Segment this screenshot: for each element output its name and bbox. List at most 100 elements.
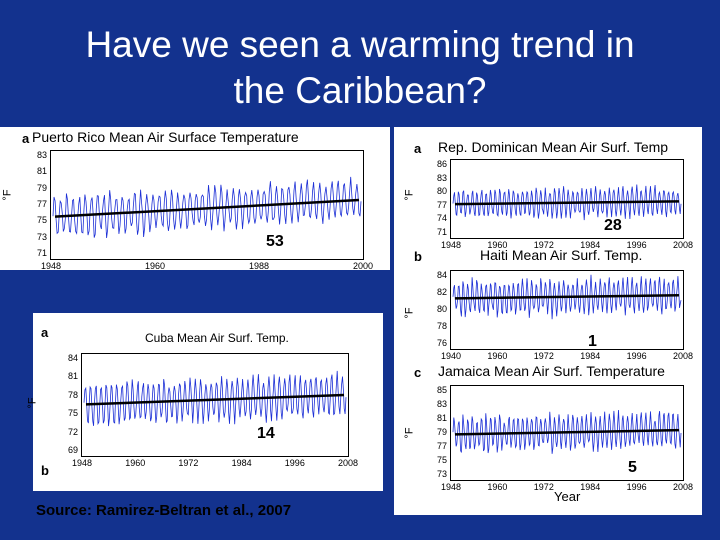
jam-x-tick: 2008 <box>673 482 694 492</box>
pr-chart-title: Puerto Rico Mean Air Surface Temperature <box>32 129 299 145</box>
haiti-panel-letter: b <box>414 249 422 264</box>
cuba-x-tick: 2008 <box>338 458 359 468</box>
jam-x-tick: 1984 <box>580 482 601 492</box>
pr-x-tick: 1988 <box>249 261 270 271</box>
pr-x-tick: 2000 <box>353 261 374 271</box>
haiti-x-tick: 1984 <box>580 351 601 361</box>
cuba-y-tick: 75 <box>67 408 78 419</box>
cuba-chart-title: Cuba Mean Air Surf. Temp. <box>145 331 289 345</box>
rd-temperature-series <box>452 184 682 221</box>
rd-panel-letter: a <box>414 141 422 156</box>
jam-svg <box>452 409 682 454</box>
source-citation: Source: Ramirez-Beltran et al., 2007 <box>36 502 292 519</box>
haiti-x-tick: 1960 <box>487 351 508 361</box>
cuba-y-tick: 81 <box>67 371 78 382</box>
rd-x-tick: 1996 <box>626 240 647 250</box>
cuba-y-tick: 84 <box>67 353 78 363</box>
cuba-panel: a b Cuba Mean Air Surf. Temp. °F 1948 196… <box>27 313 383 491</box>
haiti-plot: 1940 1960 1972 1984 1996 2008 84 82 80 78 76 <box>437 270 693 361</box>
pr-y-tick: 81 <box>36 166 47 177</box>
cuba-panel-letter-b: b <box>41 463 49 478</box>
rd-y-unit: °F <box>403 189 416 201</box>
jam-y-tick: 73 <box>436 469 447 479</box>
jam-trend-line <box>454 428 680 436</box>
rd-chart-title: Rep. Dominican Mean Air Surf. Temp <box>438 139 669 155</box>
cuba-x-tick: 1960 <box>125 458 146 468</box>
cuba-x-tick: 1984 <box>231 458 252 468</box>
rd-x-tick: 1948 <box>441 240 462 250</box>
jam-y-tick: 75 <box>436 455 447 465</box>
jam-x-axis-label: Year <box>554 489 581 504</box>
rd-svg <box>452 184 682 221</box>
rd-x-tick: 1972 <box>533 240 554 250</box>
rd-y-tick: 71 <box>436 227 447 237</box>
jam-x-tick: 1996 <box>626 482 647 492</box>
cuba-y-tick: 72 <box>67 426 78 437</box>
cuba-trend-line <box>85 393 345 406</box>
pr-x-tick: 1960 <box>145 261 166 271</box>
slide-title: Have we seen a warming trend in the Cari… <box>0 22 720 114</box>
slide-title-line-1: Have we seen a warming trend in <box>85 24 635 65</box>
jam-x-tick: 1948 <box>441 482 462 492</box>
rd-y-tick: 83 <box>436 172 447 183</box>
pr-plot: 1948 1960 1988 2000 83 81 79 77 75 73 71 <box>37 150 373 271</box>
haiti-x-tick: 1996 <box>626 351 647 361</box>
pr-y-tick: 73 <box>36 231 47 242</box>
haiti-chart-title: Haiti Mean Air Surf. Temp. <box>480 247 643 263</box>
haiti-x-tick: 1940 <box>441 351 462 361</box>
rd-y-tick: 77 <box>436 199 447 210</box>
rd-x-tick: 1960 <box>487 240 508 250</box>
cuba-panel-letter: a <box>41 325 49 340</box>
pr-x-tick: 1948 <box>41 261 62 271</box>
rd-y-tick: 80 <box>436 186 447 197</box>
pr-y-tick: 79 <box>36 182 47 193</box>
pr-y-tick: 77 <box>36 199 47 209</box>
pr-y-tick: 83 <box>36 150 47 160</box>
rd-x-tick: 2008 <box>673 240 694 250</box>
jam-x-tick: 1972 <box>533 482 554 492</box>
cuba-y-tick: 78 <box>67 389 78 400</box>
haiti-y-tick: 80 <box>436 304 447 314</box>
pr-y-tick: 75 <box>36 215 47 226</box>
cuba-y-tick: 69 <box>67 445 78 455</box>
pr-temperature-series <box>52 176 362 239</box>
cuba-x-tick: 1972 <box>178 458 199 468</box>
pr-y-tick: 71 <box>36 248 47 258</box>
haiti-y-tick: 78 <box>436 321 447 331</box>
jam-panel-letter: c <box>414 365 422 380</box>
haiti-y-tick: 84 <box>436 270 447 280</box>
pr-panel-letter: a <box>22 131 30 146</box>
rd-y-tick: 86 <box>436 159 447 169</box>
pr-station-count: 53 <box>266 233 284 250</box>
cuba-plot: 1948 1960 1972 1984 1996 2008 84 81 78 75 72 69 <box>68 353 358 468</box>
cuba-x-tick: 1996 <box>284 458 305 468</box>
cuba-svg <box>83 370 347 427</box>
jam-y-tick: 77 <box>436 441 447 451</box>
cuba-temperature-series <box>83 370 347 427</box>
rd-trend-line <box>454 200 680 206</box>
rd-station-count: 28 <box>604 217 622 234</box>
slide-title-line-2: the Caribbean? <box>233 70 487 111</box>
jam-y-tick: 85 <box>436 385 447 395</box>
rd-y-tick: 74 <box>436 213 447 224</box>
haiti-y-tick: 76 <box>436 338 447 348</box>
cuba-x-tick: 1948 <box>72 458 93 468</box>
haiti-y-tick: 82 <box>436 287 447 297</box>
haiti-x-tick: 2008 <box>673 351 694 361</box>
pr-svg <box>52 176 362 239</box>
jam-y-tick: 83 <box>436 399 447 409</box>
pr-trend-line <box>54 198 360 218</box>
jam-chart-title: Jamaica Mean Air Surf. Temperature <box>438 363 665 379</box>
haiti-svg <box>452 274 682 320</box>
jam-y-tick: 79 <box>436 427 447 437</box>
cuba-y-unit: °F <box>26 397 39 409</box>
puerto-rico-panel: a Puerto Rico Mean Air Surface Temperatu… <box>0 127 390 271</box>
rd-plot: 1948 1960 1972 1984 1996 2008 86 83 80 77 74 71 <box>437 159 693 250</box>
rd-x-tick: 1984 <box>580 240 601 250</box>
haiti-y-unit: °F <box>403 307 416 319</box>
jam-y-tick: 81 <box>436 413 447 423</box>
haiti-x-tick: 1972 <box>533 351 554 361</box>
haiti-trend-line <box>454 293 680 300</box>
jam-x-tick: 1960 <box>487 482 508 492</box>
